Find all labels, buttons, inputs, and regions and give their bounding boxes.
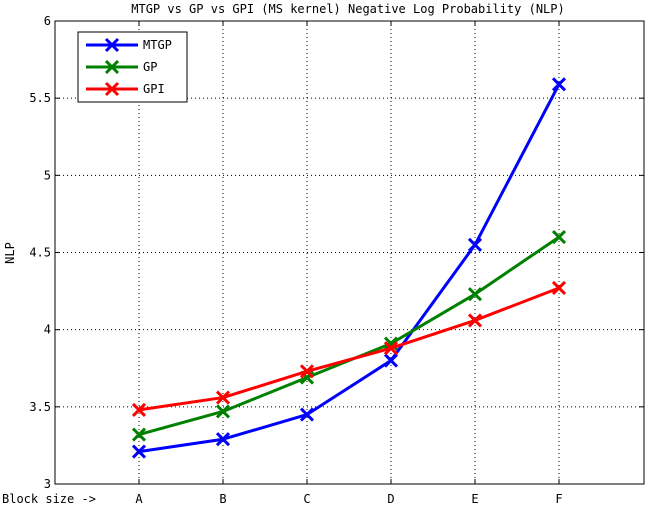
y-tick-label: 3 — [44, 477, 51, 491]
data-point-mtgp — [551, 77, 567, 92]
y-tick-label: 4 — [44, 323, 51, 337]
data-point-mtgp — [383, 353, 399, 368]
series-gpi — [131, 280, 567, 417]
legend-marker-mtgp — [104, 37, 120, 53]
data-point-mtgp — [467, 237, 483, 252]
series-mtgp — [131, 77, 567, 459]
data-point-gp — [131, 427, 147, 442]
data-point-mtgp — [131, 444, 147, 459]
data-point-gp — [467, 287, 483, 302]
y-axis-label: NLP — [3, 242, 17, 264]
data-point-gpi — [131, 402, 147, 417]
data-point-gpi — [299, 364, 315, 379]
y-tick-labels: 3 3.5 4 4.5 5 5.5 6 — [29, 14, 51, 491]
x-tick-label: B — [219, 492, 226, 505]
data-point-gpi — [467, 313, 483, 328]
y-tick-label: 5.5 — [29, 91, 51, 105]
series-line-mtgp — [138, 83, 561, 454]
x-tick-label: E — [471, 492, 478, 505]
y-tick-label: 3.5 — [29, 400, 51, 414]
data-point-gpi — [551, 280, 567, 296]
y-tick-label: 6 — [44, 14, 51, 28]
x-tick-label: F — [555, 492, 562, 505]
y-tick-label: 4.5 — [29, 246, 51, 260]
chart-title: MTGP vs GP vs GPI (MS kernel) Negative L… — [131, 2, 564, 16]
data-point-gpi — [383, 341, 399, 356]
data-point-mtgp — [299, 407, 315, 422]
data-point-gp — [215, 404, 231, 419]
legend-marker-gp — [104, 59, 120, 75]
series-line-gpi — [138, 286, 560, 412]
legend-label-gpi: GPI — [143, 82, 165, 96]
data-point-mtgp — [215, 432, 231, 447]
x-axis-label: Block size -> — [2, 492, 96, 505]
x-tick-label: A — [135, 492, 143, 505]
x-tick-label: D — [387, 492, 394, 505]
legend-label-gp: GP — [143, 60, 157, 74]
y-tick-label: 5 — [44, 168, 51, 182]
data-point-gpi — [215, 390, 231, 405]
legend: MTGP GP GPI — [77, 31, 188, 103]
axis-ticks — [55, 20, 644, 485]
series-layer — [131, 77, 567, 459]
data-point-gp — [551, 230, 567, 245]
legend-label-mtgp: MTGP — [143, 38, 172, 52]
legend-marker-gpi — [104, 81, 120, 97]
x-tick-labels: A B C D E F — [135, 492, 562, 505]
x-tick-label: C — [303, 492, 310, 505]
